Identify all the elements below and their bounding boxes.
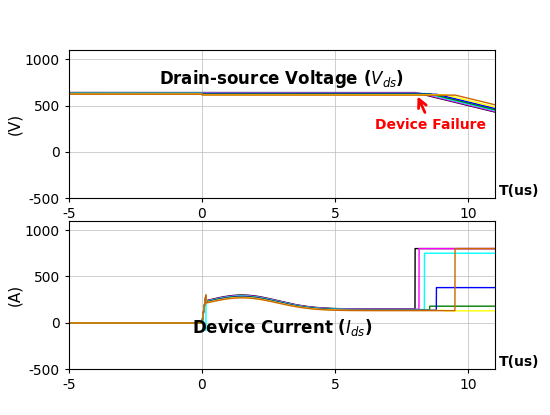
Text: Device Failure: Device Failure <box>375 99 486 132</box>
Y-axis label: (V): (V) <box>7 113 22 135</box>
Text: Drain-source Voltage ($V_{ds}$): Drain-source Voltage ($V_{ds}$) <box>160 68 404 90</box>
Y-axis label: (A): (A) <box>7 284 22 306</box>
Text: T(us): T(us) <box>499 355 540 369</box>
Text: T(us): T(us) <box>499 184 540 198</box>
Text: Device Current ($I_{ds}$): Device Current ($I_{ds}$) <box>192 317 372 338</box>
